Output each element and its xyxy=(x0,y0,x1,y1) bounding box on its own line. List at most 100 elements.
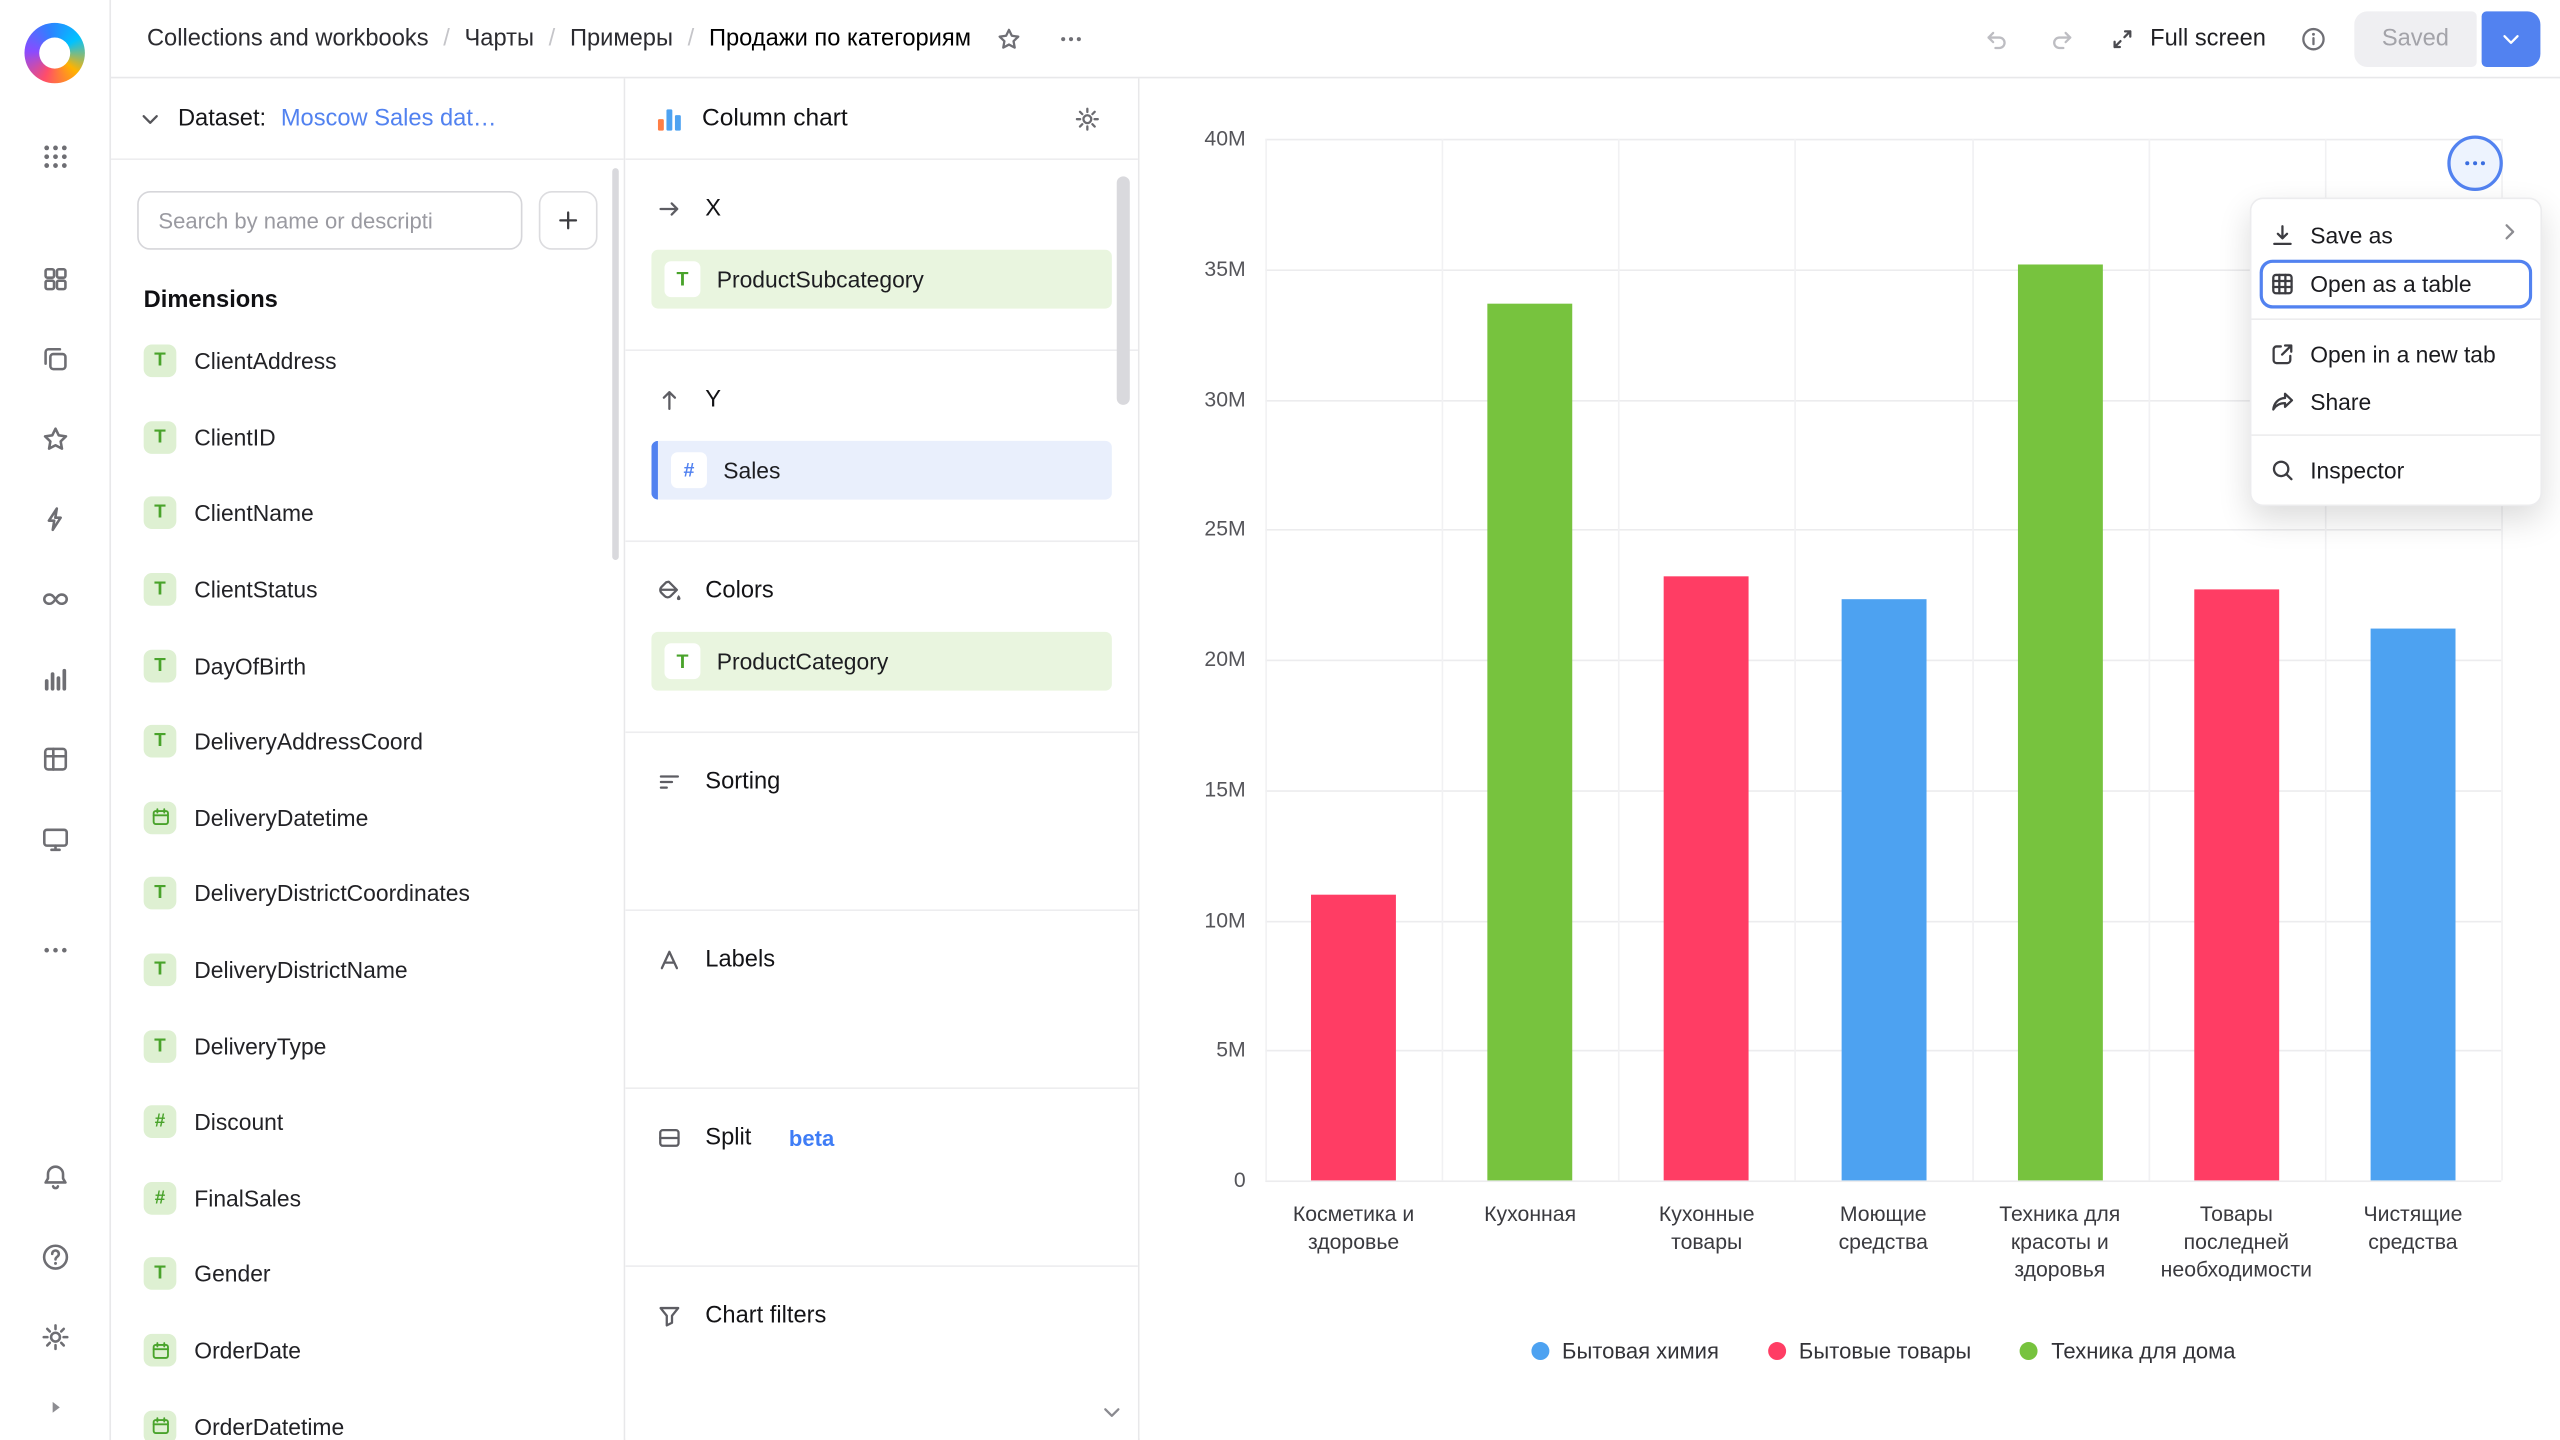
breadcrumb-item[interactable]: Collections and workbooks xyxy=(146,25,429,52)
search-input[interactable] xyxy=(137,191,523,250)
chart-bar[interactable] xyxy=(1311,893,1397,1181)
field-chip-label: ProductCategory xyxy=(716,648,889,675)
notifications-icon xyxy=(40,1162,69,1191)
chart-bar[interactable] xyxy=(2370,628,2456,1181)
field-chip-productsubcategory[interactable]: T ProductSubcategory xyxy=(651,249,1112,309)
expand-sidebar-button[interactable] xyxy=(43,1396,66,1427)
menu-item-inspector[interactable]: Inspector xyxy=(2251,446,2540,493)
section-x-label: X xyxy=(705,195,722,223)
field-row-clientid[interactable]: T ClientID xyxy=(111,399,624,475)
field-row-orderdatetime[interactable]: OrderDatetime xyxy=(111,1388,624,1440)
field-chip-label: Sales xyxy=(723,457,781,484)
field-name: Discount xyxy=(194,1108,284,1136)
menu-item-open-as-a-table[interactable]: Open as a table xyxy=(2260,260,2533,309)
menu-item-share[interactable]: Share xyxy=(2251,377,2540,424)
chart-area: 0 5M 10M 15M 20M 25M 30M 35M 40M Косметика и здор… xyxy=(1139,78,2560,1440)
sidebar-item-more[interactable] xyxy=(16,909,94,989)
field-name: DeliveryDistrictCoordinates xyxy=(194,880,470,907)
config-panel-scrollbar[interactable] xyxy=(1116,176,1130,405)
breadcrumb-item[interactable]: Чарты xyxy=(464,25,534,52)
datalens-logo[interactable] xyxy=(24,22,85,84)
chart-bar[interactable] xyxy=(1664,576,1750,1181)
dataset-name-link[interactable]: Moscow Sales dat… xyxy=(280,105,497,132)
breadcrumb-separator: / xyxy=(687,25,695,52)
chart-more-button[interactable] xyxy=(2447,135,2503,192)
legend-item[interactable]: Техника для дома xyxy=(2020,1339,2236,1363)
more-actions-icon[interactable] xyxy=(1046,14,1095,63)
sidebar-item-squares[interactable] xyxy=(16,238,94,318)
download-icon xyxy=(2269,221,2295,247)
y-axis-tick-label: 25M xyxy=(1204,516,1246,541)
scroll-down-icon[interactable] xyxy=(1099,1399,1125,1433)
x-axis-label: Кухонные товары xyxy=(1658,1201,1755,1254)
field-row-deliverydistrictname[interactable]: T DeliveryDistrictName xyxy=(111,932,624,1008)
chart-type-selector[interactable]: Column chart xyxy=(702,104,848,133)
dataset-selector[interactable]: Dataset: Moscow Sales dat… xyxy=(111,78,624,160)
menu-item-label: Inspector xyxy=(2310,456,2405,483)
field-row-finalsales[interactable]: # FinalSales xyxy=(111,1160,624,1236)
calendar-field-icon xyxy=(143,1333,177,1367)
sidebar-item-monitor[interactable] xyxy=(16,798,94,878)
v-gridline xyxy=(1971,138,1974,1181)
field-row-gender[interactable]: T Gender xyxy=(111,1236,624,1312)
more-icon xyxy=(40,935,69,964)
menu-item-open-in-a-new-tab[interactable]: Open in a new tab xyxy=(2251,330,2540,377)
chart-bar[interactable] xyxy=(1487,302,1573,1181)
v-gridline xyxy=(1794,138,1797,1181)
chart-settings-gear-icon[interactable] xyxy=(1063,94,1112,143)
legend-item[interactable]: Бытовая химия xyxy=(1530,1339,1719,1363)
text-field-icon: T xyxy=(143,649,177,682)
field-chip-productcategory[interactable]: T ProductCategory xyxy=(651,631,1112,691)
field-name: FinalSales xyxy=(194,1185,302,1212)
section-split: Split beta xyxy=(625,1089,1138,1267)
breadcrumb-item[interactable]: Примеры xyxy=(569,25,673,52)
field-chip-sales[interactable]: # Sales xyxy=(651,440,1112,500)
breadcrumb-separator: / xyxy=(443,25,450,52)
field-row-clientaddress[interactable]: T ClientAddress xyxy=(111,323,624,399)
field-name: ClientAddress xyxy=(194,348,337,375)
fullscreen-icon xyxy=(2109,25,2135,51)
chart-bar[interactable] xyxy=(2017,263,2103,1181)
sidebar-item-help[interactable] xyxy=(16,1216,94,1296)
apps-grid-button[interactable] xyxy=(16,116,94,196)
labels-icon xyxy=(656,947,682,973)
text-field-icon: T xyxy=(143,573,177,606)
field-row-deliverydatetime[interactable]: DeliveryDatetime xyxy=(111,780,624,856)
sidebar-item-collections[interactable] xyxy=(16,318,94,398)
sidebar-item-notifications[interactable] xyxy=(16,1136,94,1216)
save-dropdown-button[interactable] xyxy=(2481,10,2541,67)
field-row-deliverydistrictcoordinates[interactable]: T DeliveryDistrictCoordinates xyxy=(111,856,624,932)
section-sorting-label: Sorting xyxy=(705,768,781,796)
add-field-button[interactable] xyxy=(538,191,598,250)
legend-item[interactable]: Бытовые товары xyxy=(1767,1339,1971,1363)
sidebar-item-charts[interactable] xyxy=(16,638,94,718)
field-name: DayOfBirth xyxy=(194,652,307,679)
favorite-star-icon[interactable] xyxy=(984,14,1033,63)
chart-bar[interactable] xyxy=(2193,589,2279,1181)
chart-config-panel: Column chart X T ProductSubcategory Y # … xyxy=(625,78,1140,1440)
menu-item-save-as[interactable]: Save as xyxy=(2251,211,2540,258)
breadcrumb-item[interactable]: Продажи по категориям xyxy=(708,25,971,52)
sidebar-item-editor[interactable] xyxy=(16,478,94,558)
sidebar-item-datasets[interactable] xyxy=(16,718,94,798)
sidebar-item-favorites[interactable] xyxy=(16,398,94,478)
field-row-clientname[interactable]: T ClientName xyxy=(111,475,624,551)
redo-icon[interactable] xyxy=(2037,14,2086,63)
undo-icon[interactable] xyxy=(1972,14,2021,63)
dataset-panel-scrollbar[interactable] xyxy=(612,168,619,560)
sidebar-item-settings[interactable] xyxy=(16,1296,94,1376)
info-icon[interactable] xyxy=(2289,14,2338,63)
field-row-clientstatus[interactable]: T ClientStatus xyxy=(111,551,624,627)
field-row-orderdate[interactable]: OrderDate xyxy=(111,1312,624,1388)
field-row-deliveryaddresscoord[interactable]: T DeliveryAddressCoord xyxy=(111,704,624,780)
sidebar-item-connections[interactable] xyxy=(16,558,94,638)
field-row-dayofbirth[interactable]: T DayOfBirth xyxy=(111,628,624,704)
save-button[interactable]: Saved xyxy=(2354,10,2477,67)
chart-bar[interactable] xyxy=(1840,599,1926,1181)
field-row-discount[interactable]: # Discount xyxy=(111,1084,624,1160)
y-axis-tick-label: 30M xyxy=(1204,386,1246,411)
field-row-deliverytype[interactable]: T DeliveryType xyxy=(111,1008,624,1084)
section-x: X T ProductSubcategory xyxy=(625,160,1138,352)
full-screen-button[interactable]: Full screen xyxy=(2103,25,2273,51)
calendar-field-icon xyxy=(143,1409,177,1440)
